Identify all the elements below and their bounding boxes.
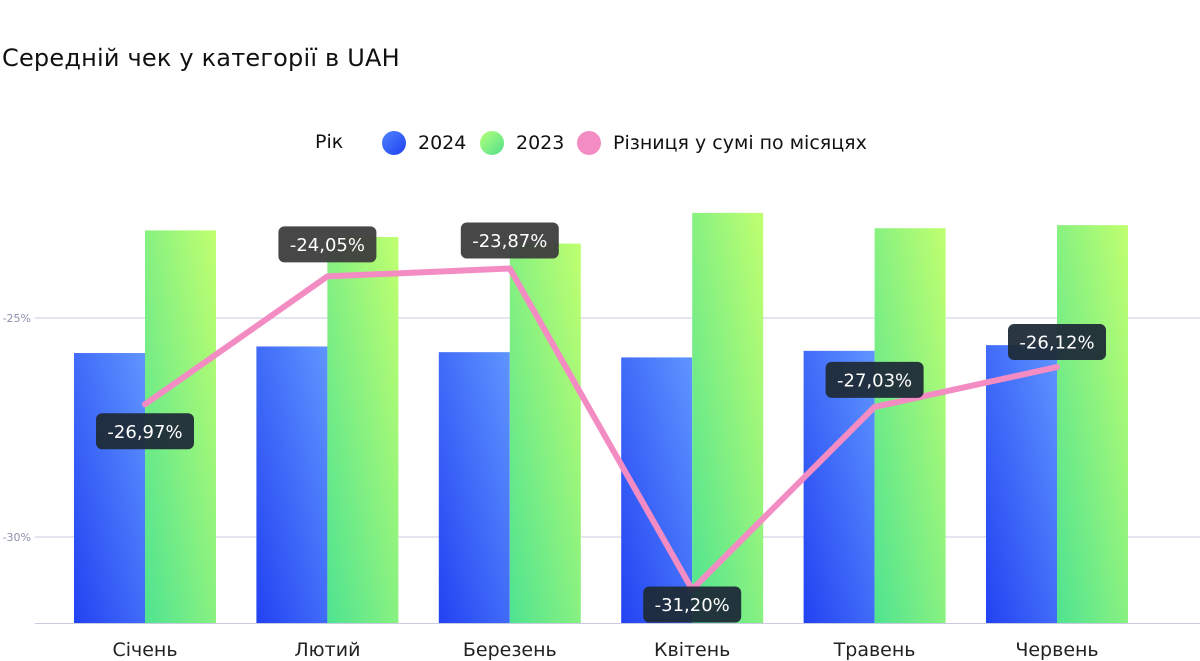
- bar-2023-4: [874, 228, 946, 623]
- data-label-box-0: [96, 413, 194, 450]
- data-label-5: -26,12%: [1019, 333, 1094, 354]
- ytick-label-0: -25%: [3, 312, 31, 325]
- category-label-0: Січень: [112, 639, 177, 661]
- bar-2023-3: [692, 212, 764, 623]
- bar-2024-2: [438, 352, 510, 623]
- category-label-1: Лютий: [294, 639, 360, 661]
- bar-2024-3: [621, 357, 693, 623]
- bar-2023-2: [509, 243, 581, 624]
- data-label-box-3: [643, 586, 742, 623]
- legend-item-2024: 2024: [382, 131, 466, 155]
- legend-title: Рік: [315, 131, 344, 153]
- chart-title: Середній чек у категорії в UAH: [2, 44, 400, 72]
- category-label-5: Червень: [1015, 639, 1098, 661]
- data-label-2: -23,87%: [472, 231, 547, 252]
- data-label-4: -27,03%: [837, 370, 912, 391]
- category-label-4: Травень: [833, 639, 916, 661]
- difference-line: [142, 265, 1060, 593]
- legend-label-difference: Різниця у сумі по місяцях: [613, 132, 867, 154]
- chart-legend: Рік 2024 2023 Різниця у сумі по місяцях: [0, 128, 1200, 158]
- legend-label-2023: 2023: [516, 132, 565, 154]
- legend-swatch-2024: [382, 131, 406, 155]
- data-label-box-5: [1008, 324, 1106, 361]
- bar-2023-1: [327, 236, 399, 623]
- bar-2024-5: [986, 345, 1057, 623]
- data-label-box-1: [278, 226, 377, 263]
- data-label-1: -24,05%: [290, 235, 365, 256]
- data-label-3: -31,20%: [655, 595, 730, 616]
- legend-swatch-2023: [480, 131, 504, 155]
- ytick-label-1: -30%: [3, 531, 31, 544]
- bar-2024-0: [74, 353, 145, 623]
- data-label-box-2: [460, 222, 559, 259]
- data-label-0: -26,97%: [107, 422, 182, 443]
- legend-item-2023: 2023: [480, 131, 564, 155]
- legend-label-2024: 2024: [418, 132, 467, 154]
- legend-item-difference: Різниця у сумі по місяцях: [577, 131, 867, 155]
- bar-2024-1: [256, 346, 328, 623]
- category-label-2: Березень: [463, 639, 557, 661]
- data-label-box-4: [825, 361, 924, 398]
- legend-swatch-difference: [577, 131, 601, 155]
- bar-2023-5: [1057, 225, 1128, 624]
- category-label-3: Квітень: [654, 639, 730, 661]
